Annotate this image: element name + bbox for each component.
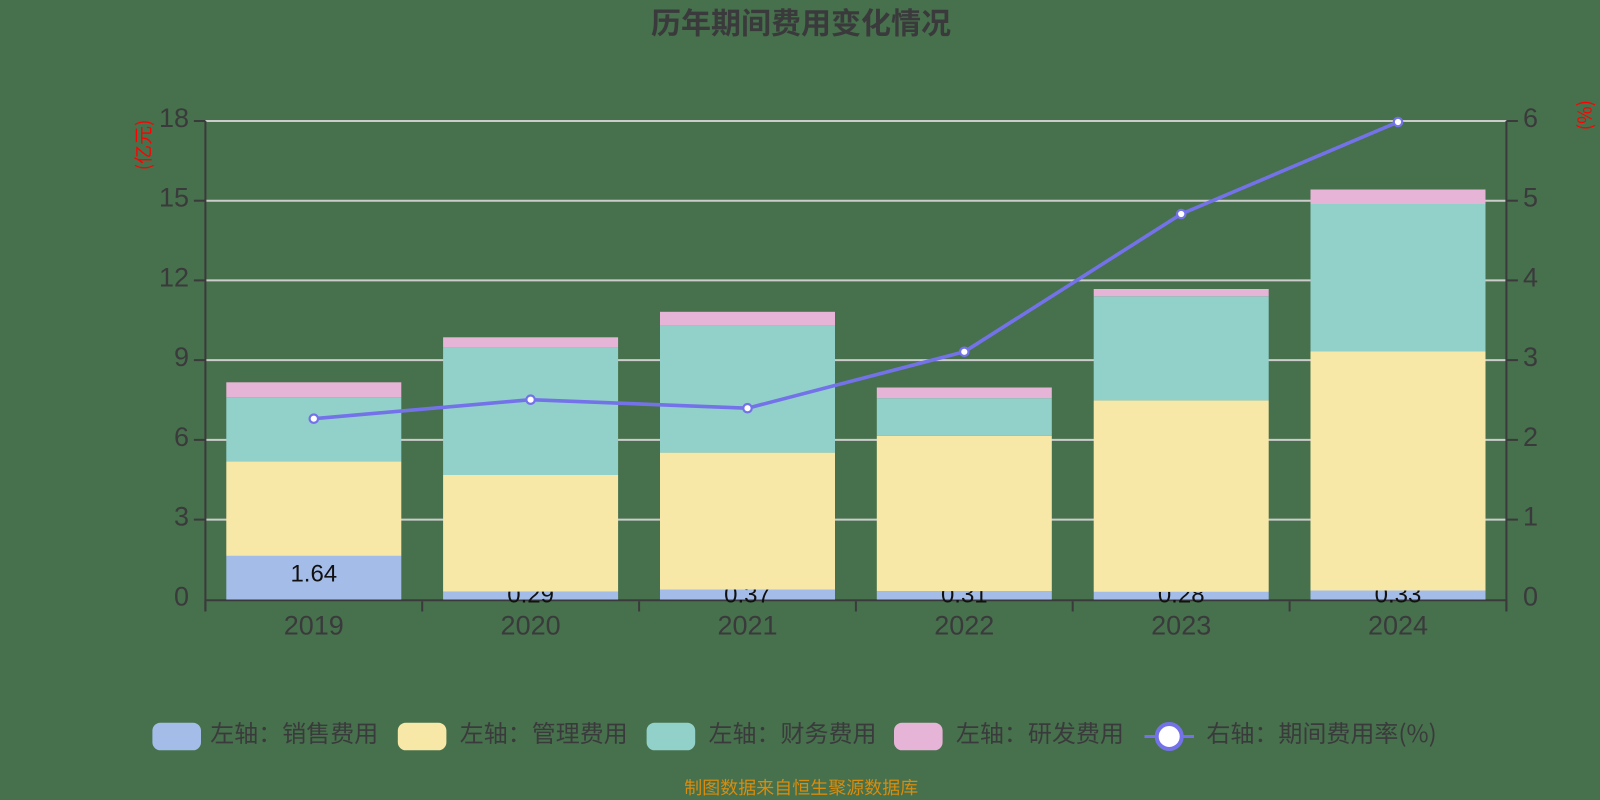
svg-text:5: 5 [1523, 183, 1538, 213]
svg-text:0: 0 [174, 581, 189, 611]
svg-text:6: 6 [174, 422, 189, 452]
svg-text:2024: 2024 [1368, 611, 1428, 641]
svg-text:1.64: 1.64 [290, 561, 337, 588]
svg-text:2022: 2022 [934, 611, 994, 641]
svg-text:2021: 2021 [717, 611, 777, 641]
svg-text:0: 0 [1523, 581, 1538, 611]
svg-text:6: 6 [1523, 103, 1538, 133]
svg-text:2023: 2023 [1151, 611, 1211, 641]
svg-text:2020: 2020 [501, 611, 561, 641]
svg-text:15: 15 [159, 183, 189, 213]
svg-text:2: 2 [1523, 422, 1538, 452]
svg-text:9: 9 [174, 342, 189, 372]
svg-text:1: 1 [1523, 502, 1538, 532]
svg-text:18: 18 [159, 103, 189, 133]
svg-text:12: 12 [159, 262, 189, 292]
svg-text:3: 3 [174, 502, 189, 532]
svg-text:2019: 2019 [284, 611, 344, 641]
svg-text:4: 4 [1523, 262, 1538, 292]
svg-text:3: 3 [1523, 342, 1538, 372]
